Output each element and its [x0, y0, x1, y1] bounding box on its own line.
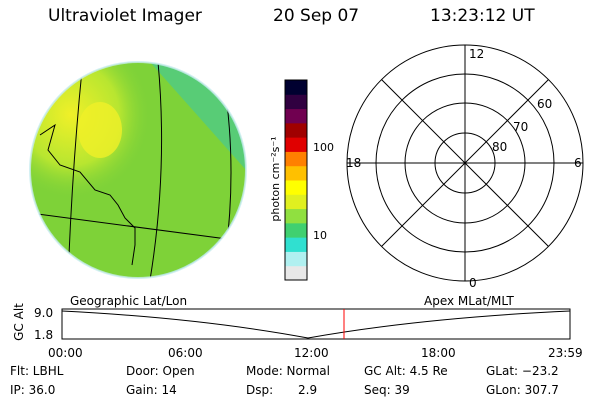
altitude-frame	[61, 308, 571, 340]
app-title: Ultraviolet Imager	[48, 6, 202, 26]
colorbar-segment	[285, 180, 307, 195]
colorbar-tick-100: 100	[313, 141, 334, 154]
mlt-label-12: 12	[469, 47, 485, 61]
colorbar-tick-10: 10	[313, 229, 327, 242]
mlt-label-6: 6	[574, 156, 582, 170]
time-label: 13:23:12 UT	[430, 6, 535, 26]
colorbar-segment	[285, 137, 307, 152]
status-dsp-value: 2.9	[298, 383, 318, 397]
status-dsp: Dsp:	[246, 383, 274, 397]
colorbar-frame	[284, 79, 308, 281]
colorbar-segment	[285, 151, 307, 167]
altitude-xtick-0600: 06:00	[168, 346, 203, 360]
altitude-xtick-2359: 23:59	[548, 346, 583, 360]
status-glon: GLon: 307.7	[486, 383, 559, 397]
colorbar-segment	[285, 165, 307, 181]
status-gain: Gain: 14	[126, 383, 177, 397]
altitude-xtick-1800: 18:00	[421, 346, 456, 360]
mlt-label-0: 0	[469, 276, 477, 290]
colorbar-segment	[285, 251, 307, 267]
polar-diagonal-2	[381, 79, 549, 247]
status-door: Door: Open	[126, 364, 195, 378]
colorbar-segment	[285, 122, 307, 138]
mlat-label-80: 80	[492, 140, 508, 154]
colorbar-segment	[285, 94, 307, 110]
altitude-ytick-9: 9.0	[34, 306, 54, 320]
colorbar	[284, 79, 308, 281]
status-seq: Seq: 39	[364, 383, 410, 397]
mlat-label-70: 70	[513, 120, 529, 134]
status-mode: Mode: Normal	[246, 364, 330, 378]
altitude-ylabel: GC Alt	[12, 303, 26, 341]
altitude-xtick-0000: 00:00	[48, 346, 83, 360]
globe-edge-band	[150, 62, 246, 275]
mlat-label-60: 60	[537, 97, 553, 111]
colorbar-segment	[285, 265, 307, 281]
colorbar-segment	[285, 108, 307, 124]
altitude-xtick-1200: 12:00	[294, 346, 329, 360]
colorbar-segment	[285, 237, 307, 252]
colorbar-segment	[285, 208, 307, 224]
colorbar-segment	[285, 194, 307, 210]
globe-label: Geographic Lat/Lon	[70, 294, 188, 308]
status-ip: IP: 36.0	[10, 383, 56, 397]
colorbar-segment	[285, 222, 307, 238]
globe-meridian-2	[149, 62, 163, 278]
globe-coastline	[39, 123, 136, 266]
globe-bright-core	[78, 102, 122, 158]
mlt-label-18: 18	[346, 156, 362, 170]
polar-label: Apex MLat/MLT	[424, 294, 514, 308]
status-gc-alt: GC Alt: 4.5 Re	[364, 364, 448, 378]
status-glat: GLat: −23.2	[486, 364, 559, 378]
status-flt: Flt: LBHL	[10, 364, 64, 378]
date-label: 20 Sep 07	[273, 6, 360, 26]
altitude-ytick-1-8: 1.8	[34, 328, 54, 342]
altitude-curve	[61, 310, 571, 339]
colorbar-segment	[285, 80, 307, 95]
